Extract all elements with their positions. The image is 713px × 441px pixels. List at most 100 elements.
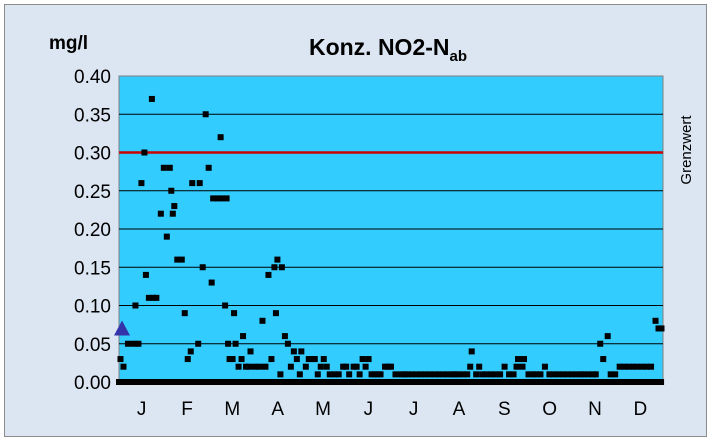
data-point	[281, 333, 288, 340]
data-point	[343, 363, 350, 370]
data-point	[256, 363, 263, 370]
data-point	[323, 363, 330, 370]
y-tick-labels: 0.00 0.05 0.10 0.15 0.20 0.25 0.30 0.35 0.40	[74, 67, 111, 394]
data-point	[117, 356, 124, 363]
x-tick-label: J	[409, 399, 419, 420]
data-point	[178, 256, 185, 263]
data-point	[515, 356, 522, 363]
data-point	[311, 356, 318, 363]
data-point	[174, 256, 181, 263]
data-point	[483, 371, 490, 378]
data-point	[320, 356, 327, 363]
data-point	[171, 203, 178, 210]
data-point	[404, 371, 411, 378]
data-point	[413, 371, 420, 378]
data-point	[377, 371, 384, 378]
data-point	[521, 356, 528, 363]
data-point	[274, 256, 281, 263]
data-point	[153, 294, 160, 301]
data-point	[210, 195, 217, 202]
data-point	[231, 310, 238, 317]
data-point	[208, 279, 215, 286]
data-point	[205, 164, 212, 171]
x-tick-label: M	[224, 399, 240, 420]
data-point	[272, 310, 279, 317]
data-point	[408, 371, 415, 378]
y-tick-label: 0.35	[74, 105, 111, 126]
data-point	[217, 134, 224, 141]
x-tick-label: J	[364, 399, 374, 420]
data-point	[431, 371, 438, 378]
data-point	[199, 264, 206, 271]
data-point	[262, 363, 269, 370]
data-point	[135, 340, 142, 347]
limit-label: Grenzwert	[678, 115, 695, 185]
data-point	[652, 317, 659, 324]
data-point	[222, 302, 229, 309]
y-tick-label: 0.00	[74, 373, 111, 394]
data-point	[639, 363, 646, 370]
data-point	[296, 371, 303, 378]
y-tick-label: 0.10	[74, 297, 111, 318]
data-point	[240, 333, 247, 340]
data-point	[604, 333, 611, 340]
data-point	[541, 363, 548, 370]
data-point	[169, 210, 176, 217]
y-tick-label: 0.30	[74, 144, 111, 165]
data-point	[464, 371, 471, 378]
data-point	[488, 371, 495, 378]
data-point	[658, 325, 665, 332]
data-point	[356, 371, 363, 378]
data-point	[247, 348, 254, 355]
y-tick-label: 0.20	[74, 220, 111, 241]
chart-title-main: Konz. NO2-N	[309, 34, 450, 60]
data-point	[124, 340, 131, 347]
x-tick-label: M	[315, 399, 331, 420]
data-point	[422, 371, 429, 378]
data-point	[181, 310, 188, 317]
data-point	[658, 379, 665, 385]
data-point	[479, 371, 486, 378]
data-point	[597, 340, 604, 347]
x-tick-label: D	[633, 399, 647, 420]
data-point	[229, 356, 236, 363]
data-point	[259, 317, 266, 324]
data-point	[138, 180, 145, 187]
data-point	[298, 348, 305, 355]
data-point	[214, 195, 221, 202]
data-point	[314, 371, 321, 378]
data-point	[392, 371, 399, 378]
y-tick-label: 0.40	[74, 67, 111, 88]
data-point	[232, 340, 239, 347]
data-point	[467, 363, 474, 370]
data-point	[326, 371, 333, 378]
y-tick-label: 0.15	[74, 258, 111, 279]
data-point	[293, 356, 300, 363]
data-point	[417, 371, 424, 378]
data-point	[331, 371, 338, 378]
data-point	[573, 371, 580, 378]
data-point	[612, 371, 619, 378]
data-point	[166, 164, 173, 171]
data-point	[353, 363, 360, 370]
data-point	[513, 363, 520, 370]
data-point	[426, 371, 433, 378]
data-point	[435, 371, 442, 378]
data-point	[546, 371, 553, 378]
data-point	[555, 371, 562, 378]
data-point	[160, 164, 167, 171]
data-point	[163, 233, 170, 240]
data-point	[630, 363, 637, 370]
data-point	[271, 264, 278, 271]
data-point	[202, 111, 209, 118]
data-point	[238, 356, 245, 363]
data-point	[268, 356, 275, 363]
data-point	[362, 363, 369, 370]
data-point	[184, 356, 191, 363]
x-tick-label: A	[271, 399, 284, 420]
data-point	[607, 371, 614, 378]
chart-title-subscript: ab	[450, 48, 468, 65]
chart-title: Konz. NO2-Nab	[309, 34, 467, 65]
data-points	[116, 95, 665, 385]
